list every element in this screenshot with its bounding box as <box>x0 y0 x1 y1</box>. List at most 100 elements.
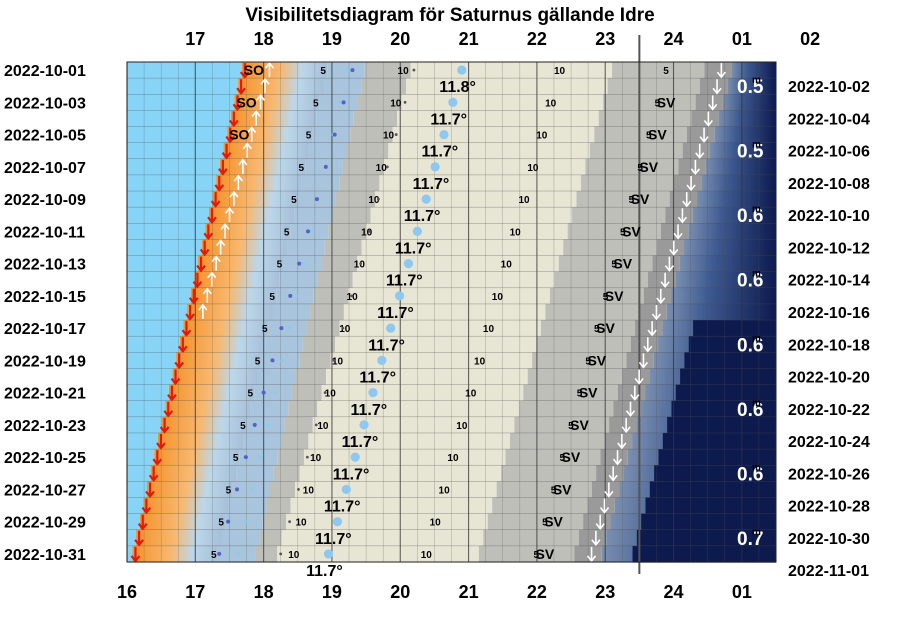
row-band-segment <box>150 465 237 482</box>
altitude-mark-label: 5 <box>298 163 304 174</box>
row-band-segment <box>219 158 306 176</box>
date-label-right: 2022-11-01 <box>788 563 869 580</box>
row-band-segment <box>136 529 222 547</box>
row-band-segment <box>662 432 776 450</box>
date-label-left: 2022-10-19 <box>4 353 86 370</box>
row-band-segment <box>127 62 242 79</box>
planet-set-arrow <box>595 514 605 530</box>
date-label-left: 2022-10-15 <box>4 289 86 306</box>
top-tick-label: 23 <box>595 29 615 49</box>
row-band-segment <box>361 239 564 257</box>
sunset-arrow <box>174 353 185 370</box>
altitude-mark-label: 10 <box>368 195 380 206</box>
transit-dot <box>332 517 343 527</box>
planet-set-arrow <box>695 143 705 159</box>
planet-set-label: SV <box>570 417 589 433</box>
altitude-mark-label: 10 <box>518 195 530 206</box>
altitude-mark-label: 10 <box>390 98 402 109</box>
row-band-segment <box>335 336 537 353</box>
altitude-mark-label: 5 <box>629 195 635 206</box>
planet-set-arrow <box>586 546 597 563</box>
planet-rise-arrow <box>251 110 261 126</box>
track-dot <box>309 229 313 233</box>
row-band-segment <box>157 432 244 450</box>
date-label-left: 2022-10-21 <box>4 386 86 403</box>
row-band-segment <box>147 481 233 499</box>
magnitude-unit: m <box>752 269 761 280</box>
transit-dot <box>421 194 431 204</box>
date-label-right: 2022-10-14 <box>788 273 870 290</box>
row-band-segment <box>701 174 776 192</box>
track-dot <box>288 293 293 298</box>
row-band-segment <box>238 78 324 95</box>
max-altitude-label: 11.7° <box>395 240 432 257</box>
planet-set-arrow <box>686 175 696 192</box>
row-band-segment <box>127 303 188 321</box>
row-band-segment <box>127 384 169 402</box>
date-label-right: 2022-10-22 <box>788 402 870 419</box>
row-band-segment <box>281 529 484 547</box>
track-dot <box>368 229 371 233</box>
transit-dot <box>341 484 351 495</box>
planet-set-arrow <box>617 434 627 450</box>
row-band-segment <box>673 174 702 192</box>
altitude-mark-label: 10 <box>545 98 557 109</box>
row-band-segment <box>255 545 278 563</box>
row-band-segment <box>127 191 213 208</box>
transit-dot <box>403 259 414 269</box>
altitude-mark-label: 10 <box>325 389 337 400</box>
sunset-arrow <box>218 159 228 176</box>
altitude-mark-label: 5 <box>320 66 326 77</box>
track-dot <box>270 358 275 363</box>
row-band-segment <box>688 223 776 241</box>
row-band-segment <box>501 465 597 482</box>
row-band-segment <box>127 481 148 499</box>
planet-set-label: SV <box>587 352 606 368</box>
sunset-arrow <box>210 192 221 208</box>
date-label-right: 2022-10-28 <box>788 499 870 516</box>
row-band-segment <box>208 207 295 224</box>
row-band-segment <box>665 207 693 224</box>
row-band-segment <box>652 255 680 273</box>
track-dot <box>280 358 284 362</box>
bottom-tick-label: 22 <box>527 582 547 602</box>
row-band-segment <box>268 320 307 337</box>
row-band-segment <box>127 287 191 305</box>
row-band-segment <box>612 62 705 79</box>
date-label-left: 2022-10-17 <box>4 321 86 338</box>
row-band-segment <box>704 62 732 79</box>
planet-set-arrow <box>656 288 666 305</box>
date-label-left: 2022-10-09 <box>4 192 86 209</box>
row-band-segment <box>617 384 646 402</box>
row-band-segment <box>295 481 497 499</box>
row-band-segment <box>688 336 776 353</box>
row-band-segment <box>299 352 331 370</box>
row-band-segment <box>675 271 776 289</box>
track-dot <box>314 423 318 427</box>
planet-set-label: SV <box>631 191 650 207</box>
plot-frame <box>126 61 777 563</box>
planet-rise-arrow <box>260 77 270 94</box>
row-band-segment <box>323 78 362 95</box>
sunset-arrow <box>185 305 195 321</box>
grid-lines <box>126 35 777 574</box>
row-band-segment <box>350 126 393 144</box>
row-band-segment <box>127 142 224 160</box>
event-markers <box>130 61 726 563</box>
row-band-segment <box>622 368 650 386</box>
altitude-mark-label: 10 <box>439 485 451 496</box>
planet-set-label: SV <box>605 288 624 304</box>
row-band-segment <box>576 191 670 208</box>
row-band-segment <box>330 352 533 370</box>
sunset-arrow <box>221 143 232 160</box>
altitude-mark-label: 10 <box>554 66 566 77</box>
max-altitude-label: 11.7° <box>368 337 405 354</box>
row-band-segment <box>691 110 719 128</box>
planet-set-arrow <box>712 79 722 95</box>
row-band-segment <box>328 223 367 241</box>
track-dot <box>243 455 248 460</box>
sunset-arrow <box>137 514 148 531</box>
sunset-arrow <box>159 417 170 434</box>
row-band-segment <box>353 110 398 128</box>
planet-set-label: SV <box>553 481 572 497</box>
